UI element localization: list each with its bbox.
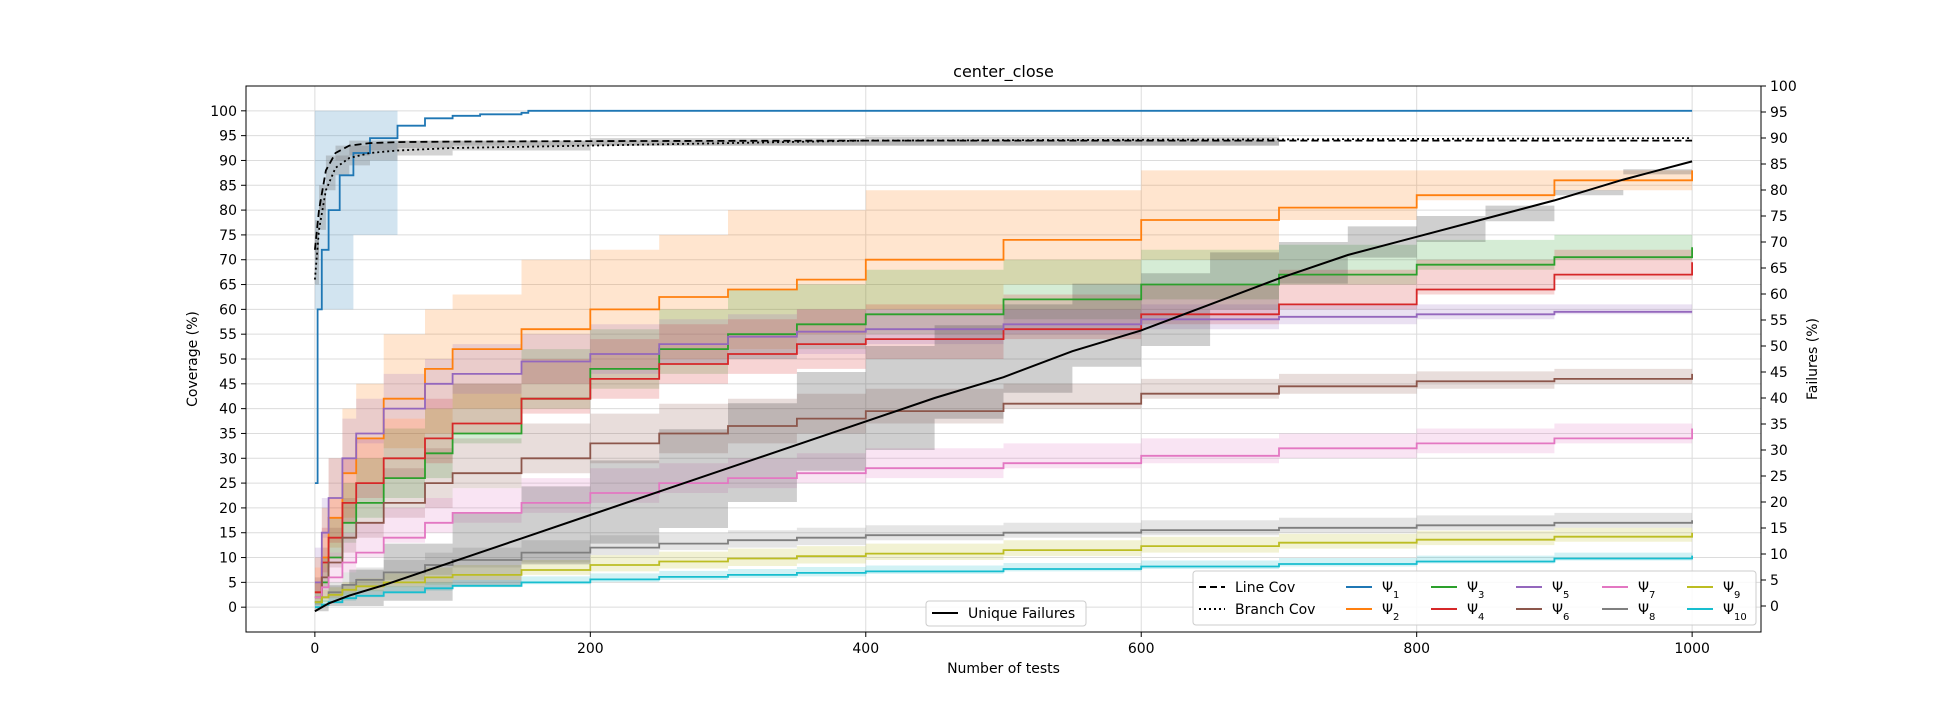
y-tick-label-right: 90: [1770, 131, 1788, 147]
y-tick-label-right: 50: [1770, 339, 1788, 355]
band-Ψ9: [314, 525, 1693, 608]
legend-unique-failures: Unique Failures: [925, 600, 1087, 627]
x-tick-label: 800: [1403, 641, 1430, 657]
x-tick-label: 600: [1128, 641, 1155, 657]
y-tick-label-right: 25: [1770, 469, 1788, 485]
line-psi-5: [314, 310, 1693, 584]
line-psi-2: [314, 170, 1693, 594]
y-tick-label-left: 80: [219, 203, 237, 219]
y-tick-label-left: 10: [219, 551, 237, 567]
y-tick-label-left: 5: [228, 575, 237, 591]
y-tick-label-right: 0: [1770, 599, 1779, 615]
legend-box: [1192, 570, 1757, 626]
legend-branch-cov-label: Branch Cov: [1235, 602, 1315, 618]
line-psi-7: [314, 428, 1693, 599]
y-tick-label-left: 45: [219, 377, 237, 393]
y-tick-label-left: 25: [219, 476, 237, 492]
band-Ψ2: [314, 170, 1693, 608]
y-tick-label-right: 60: [1770, 287, 1788, 303]
y-tick-label-right: 35: [1770, 417, 1788, 433]
y-tick-label-left: 40: [219, 402, 237, 418]
y-tick-label-right: 95: [1770, 105, 1788, 121]
series-lines: [314, 109, 1693, 613]
y-tick-label-right: 85: [1770, 157, 1788, 173]
y-tick-label-right: 10: [1770, 547, 1788, 563]
y-tick-label-left: 95: [219, 129, 237, 145]
line-unique-failures: [314, 160, 1693, 613]
y-tick-label-left: 85: [219, 178, 237, 194]
line-branch-cov: [314, 137, 1693, 280]
legend-unique-label: Unique Failures: [968, 606, 1075, 622]
y-tick-label-right: 55: [1770, 313, 1788, 329]
y-tick-label-left: 30: [219, 451, 237, 467]
y-tick-label-right: 40: [1770, 391, 1788, 407]
band-Ψ6: [314, 368, 1693, 608]
y-tick-label-left: 0: [228, 600, 237, 616]
legend-unique-box: [925, 600, 1087, 627]
y-tick-label-right: 100: [1770, 79, 1797, 95]
y-tick-label-right: 65: [1770, 261, 1788, 277]
x-tick-label: 1000: [1674, 641, 1710, 657]
y-tick-label-left: 20: [219, 501, 237, 517]
y-tick-label-right: 20: [1770, 495, 1788, 511]
line-psi-10: [314, 555, 1693, 609]
x-tick-label: 200: [577, 641, 604, 657]
y-tick-label-left: 75: [219, 228, 237, 244]
y-axis-title-left: Coverage (%): [185, 311, 201, 407]
band-Ψ8: [314, 512, 1693, 608]
band-unique-failures: [314, 158, 1693, 612]
y-tick-label-right: 15: [1770, 521, 1788, 537]
y-tick-label-left: 65: [219, 278, 237, 294]
y-tick-label-left: 55: [219, 327, 237, 343]
y-tick-label-left: 60: [219, 302, 237, 318]
line-psi-8: [314, 520, 1693, 604]
y-tick-label-right: 80: [1770, 183, 1788, 199]
y-tick-label-right: 75: [1770, 209, 1788, 225]
line-psi-6: [314, 373, 1693, 599]
line-psi-9: [314, 532, 1693, 604]
band-Ψ1: [314, 110, 529, 608]
y-axis-title-right: Failures (%): [1805, 318, 1821, 400]
y-tick-label-left: 100: [210, 104, 237, 120]
y-tick-label-left: 50: [219, 352, 237, 368]
x-tick-label: 0: [310, 641, 319, 657]
x-axis-title: Number of tests: [947, 661, 1060, 677]
y-tick-label-left: 15: [219, 526, 237, 542]
chart-title: center_close: [953, 62, 1054, 82]
legend-line-cov-label: Line Cov: [1235, 580, 1295, 596]
x-tick-label: 400: [852, 641, 879, 657]
line-psi-1: [314, 109, 1693, 484]
y-tick-label-right: 5: [1770, 573, 1779, 589]
axes: 0 200 400 600 800 100005101520253035404550556…: [210, 79, 1796, 657]
y-tick-label-right: 70: [1770, 235, 1788, 251]
y-tick-label-left: 70: [219, 253, 237, 269]
y-tick-label-right: 45: [1770, 365, 1788, 381]
line-line-cov: [314, 139, 1693, 250]
y-tick-label-left: 90: [219, 153, 237, 169]
line-psi-4: [314, 262, 1693, 594]
band-Ψ7: [314, 418, 1693, 608]
y-tick-label-right: 30: [1770, 443, 1788, 459]
y-tick-label-left: 35: [219, 426, 237, 442]
